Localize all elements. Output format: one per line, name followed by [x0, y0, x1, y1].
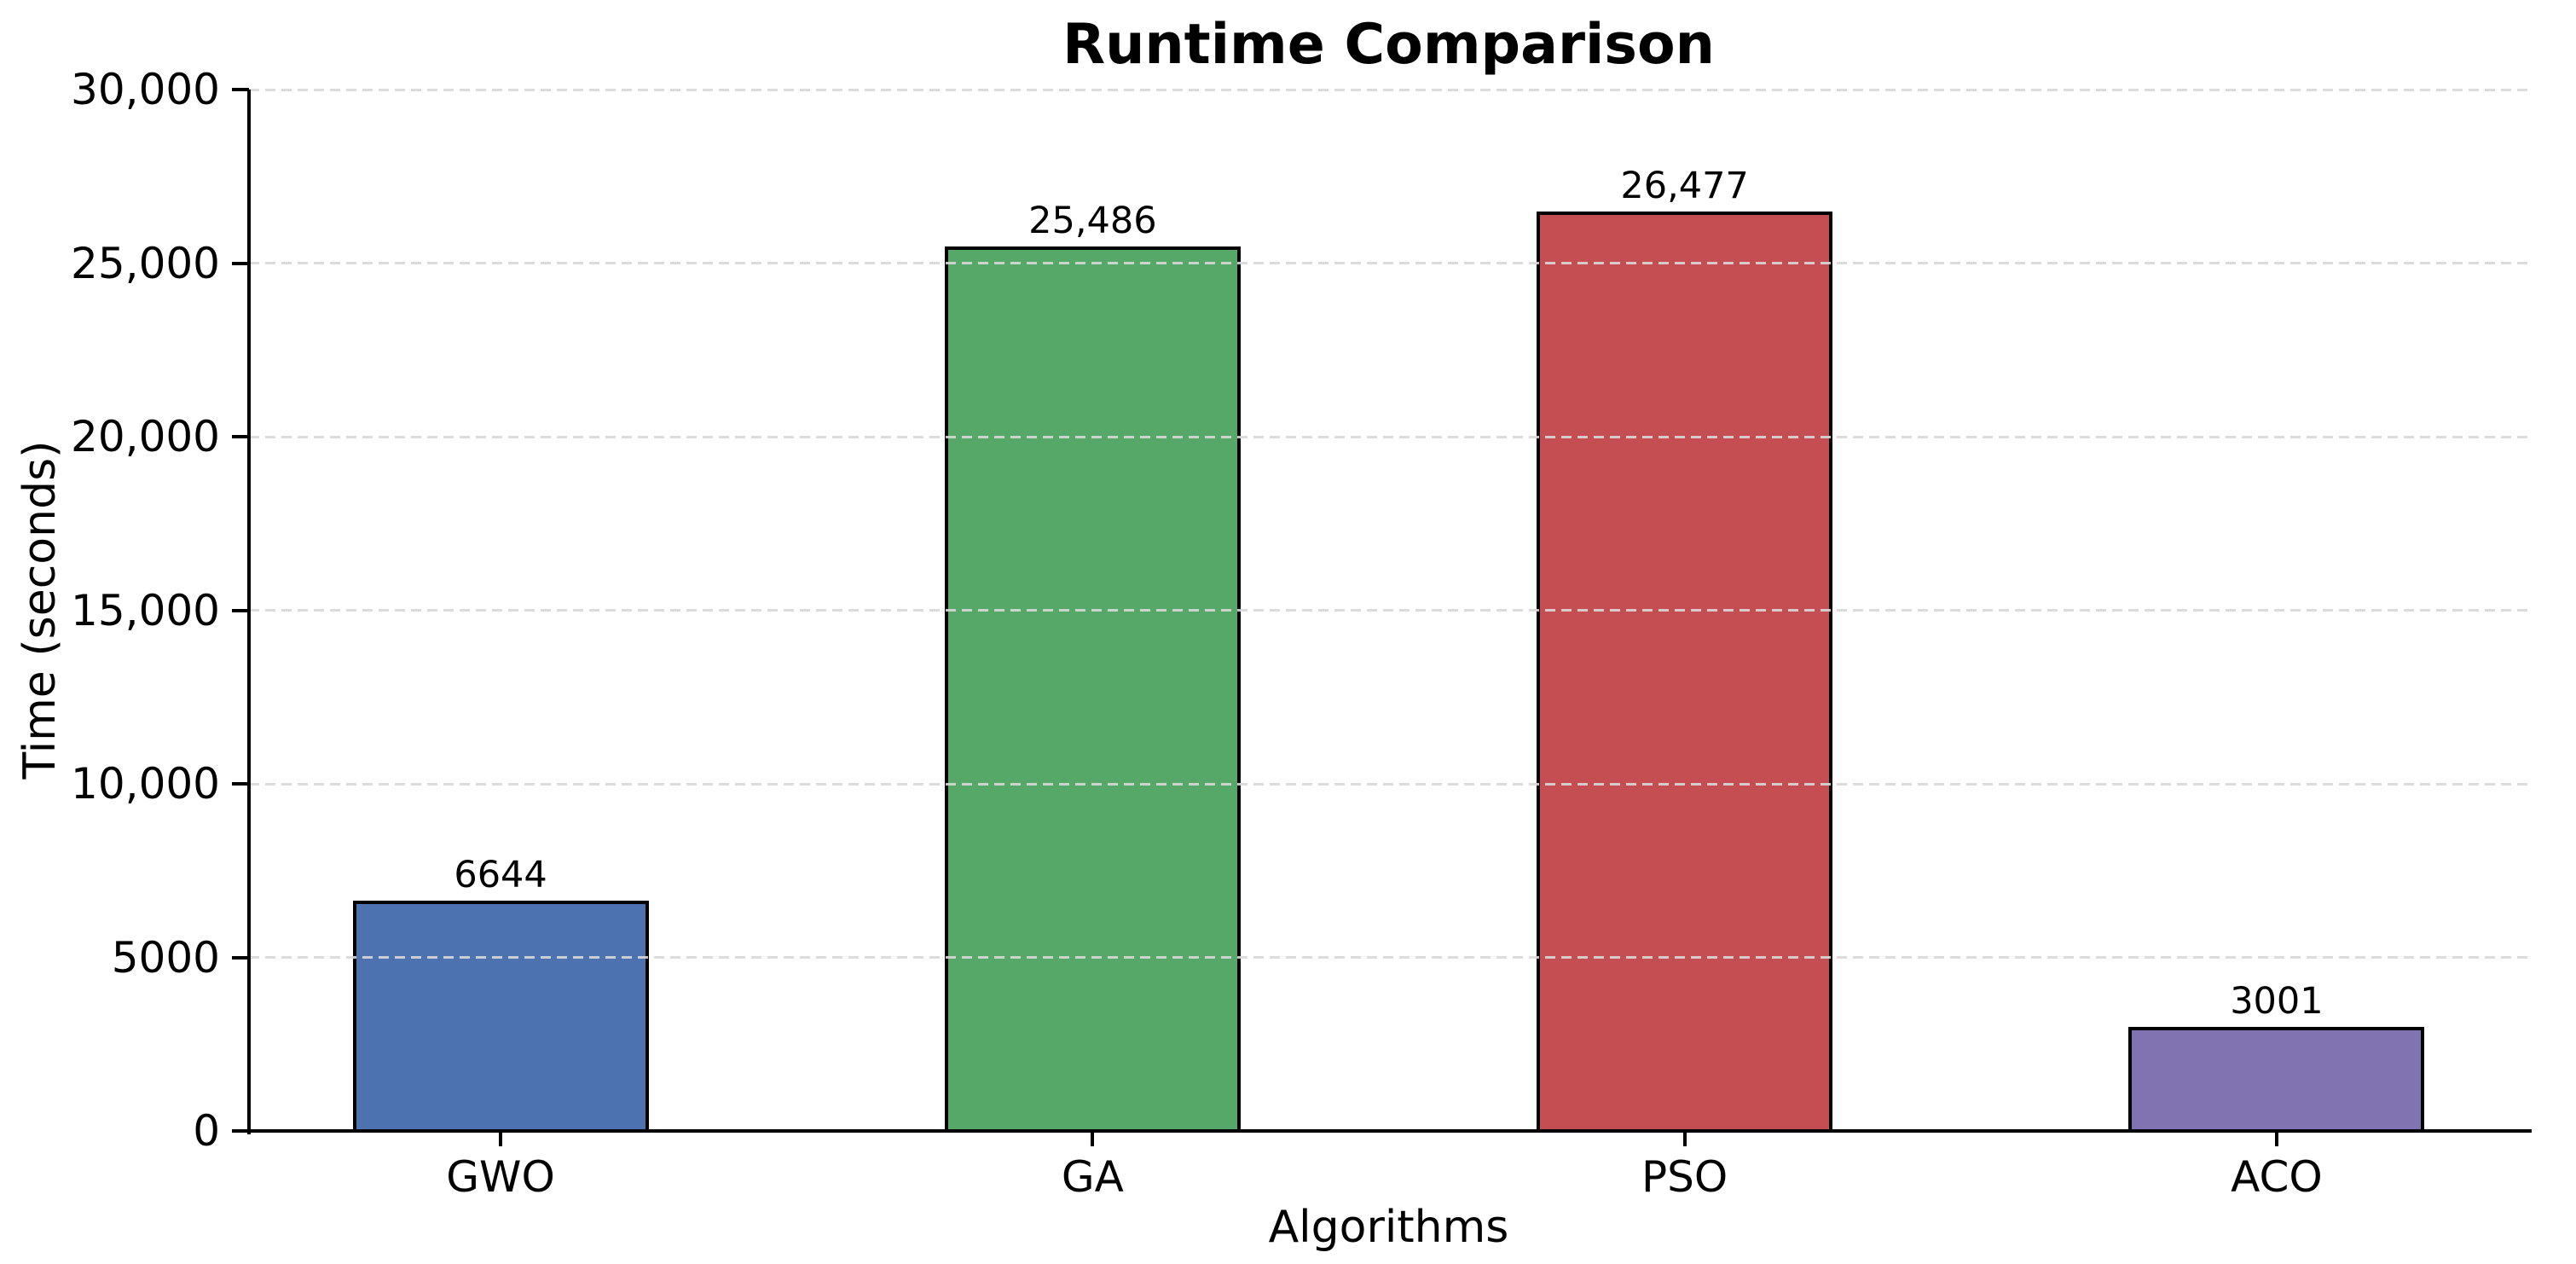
y-tick-label: 10,000 — [71, 759, 220, 809]
y-tick-mark — [232, 261, 249, 265]
x-tick-label: PSO — [1641, 1152, 1728, 1202]
y-tick-mark — [232, 1129, 249, 1133]
y-tick-mark — [232, 782, 249, 786]
gridline — [249, 435, 2528, 438]
bar-value-label: 6644 — [454, 853, 547, 896]
y-axis-spine — [247, 90, 251, 1134]
y-tick-label: 5000 — [111, 932, 220, 983]
y-tick-label: 20,000 — [71, 412, 220, 461]
y-tick-mark — [232, 608, 249, 612]
x-tick-label: ACO — [2231, 1152, 2323, 1202]
gridline — [249, 88, 2528, 91]
x-axis-spine — [247, 1129, 2532, 1133]
chart-title: Runtime Comparison — [1062, 13, 1715, 77]
x-tick-label: GWO — [446, 1152, 555, 1202]
x-tick-mark — [1682, 1133, 1687, 1146]
bar-aco — [2128, 1026, 2425, 1133]
bar-value-label: 3001 — [2230, 979, 2324, 1023]
y-tick-label: 15,000 — [71, 585, 220, 635]
bar-gwo — [352, 900, 649, 1133]
gridline — [249, 956, 2528, 959]
x-tick-mark — [1091, 1133, 1095, 1146]
x-tick-mark — [2274, 1133, 2278, 1146]
y-tick-mark — [232, 435, 249, 438]
x-tick-label: GA — [1061, 1152, 1124, 1202]
y-tick-label: 0 — [193, 1106, 220, 1156]
x-axis-label: Algorithms — [1268, 1202, 1509, 1253]
bar-value-label: 25,486 — [1028, 199, 1157, 242]
y-tick-label: 30,000 — [71, 65, 220, 114]
gridline — [249, 262, 2528, 264]
gridline — [249, 609, 2528, 612]
y-tick-label: 25,000 — [71, 238, 220, 288]
y-tick-mark — [232, 955, 249, 960]
y-axis-label: Time (seconds) — [14, 440, 66, 780]
bar-value-label: 26,477 — [1620, 165, 1749, 208]
bar-ga — [944, 246, 1241, 1133]
y-tick-mark — [232, 88, 249, 91]
gridline — [249, 782, 2528, 786]
x-tick-mark — [499, 1133, 503, 1146]
bar-pso — [1537, 212, 1833, 1133]
